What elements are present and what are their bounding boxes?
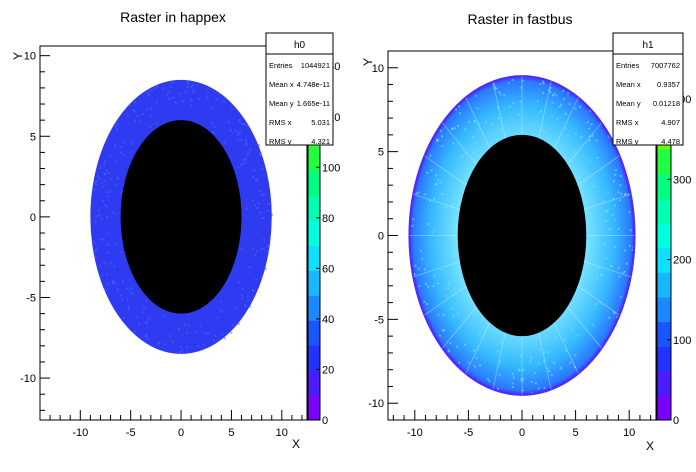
x-tick-label: -10 bbox=[407, 427, 423, 439]
hole-inner bbox=[457, 134, 587, 337]
x-tick-label: 5 bbox=[228, 427, 234, 439]
x-tick-label: -10 bbox=[72, 427, 88, 439]
palette-tick-label: 100 bbox=[673, 335, 691, 347]
y-tick-label: -10 bbox=[20, 373, 36, 385]
stats-row-label: RMS y bbox=[616, 137, 639, 146]
y-tick-label: -5 bbox=[26, 292, 36, 304]
palette-tick-label: 80 bbox=[322, 213, 334, 225]
x-tick-label: 10 bbox=[276, 427, 288, 439]
stats-row-label: RMS y bbox=[269, 137, 292, 146]
stats-box: h1 Entries 7007762 Mean x 0.9357 Mean y 0.0121… bbox=[612, 32, 684, 146]
y-tick-label: 10 bbox=[372, 63, 384, 75]
palette-tick-label: 0 bbox=[673, 415, 679, 427]
y-tick-label: 0 bbox=[30, 212, 36, 224]
palette-tick-label: 100 bbox=[322, 162, 340, 174]
y-tick-label: -10 bbox=[368, 398, 384, 410]
stats-name: h0 bbox=[294, 40, 306, 51]
y-axis-label: Y bbox=[361, 58, 375, 66]
palette-tick-label: 20 bbox=[322, 364, 334, 376]
stats-row-label: Mean x bbox=[269, 80, 294, 89]
y-axis-label: Y bbox=[11, 52, 25, 60]
y-tick-label: 5 bbox=[378, 147, 384, 159]
stats-row-label: RMS x bbox=[616, 118, 639, 127]
stats-row-label: Mean y bbox=[616, 99, 641, 108]
x-axis: -10 -5 0 5 10 bbox=[392, 410, 652, 439]
y-tick-label: 0 bbox=[378, 231, 384, 243]
x-tick-label: 0 bbox=[178, 427, 184, 439]
x-axis: -10 -5 0 5 10 bbox=[39, 410, 303, 439]
stats-row-value: 4.478 bbox=[661, 137, 680, 146]
x-axis-label: X bbox=[292, 437, 300, 451]
ring-texture bbox=[408, 75, 636, 396]
stats-row-value: 0.01218 bbox=[653, 99, 680, 108]
y-tick-label: 10 bbox=[24, 51, 36, 63]
plot-area bbox=[90, 79, 274, 355]
y-axis: 10 5 0 -5 -10 bbox=[20, 51, 50, 411]
y-axis: 10 5 0 -5 -10 bbox=[368, 50, 398, 421]
y-tick-label: 5 bbox=[30, 131, 36, 143]
chart-happex: Raster in happex -10 -5 0 5 10 10 5 0 -5 -10 X Y… bbox=[11, 9, 340, 451]
x-tick-label: 10 bbox=[623, 427, 635, 439]
stats-row-value: 4.748e-11 bbox=[297, 80, 330, 89]
palette-tick-label: 300 bbox=[673, 174, 691, 186]
palette-tick-label: 40 bbox=[322, 314, 334, 326]
x-axis-label: X bbox=[646, 439, 654, 453]
hole-inner bbox=[120, 120, 242, 314]
stats-row-value: 1.665e-11 bbox=[297, 99, 330, 108]
stats-row-value: 5.031 bbox=[311, 118, 330, 127]
x-tick-label: -5 bbox=[126, 427, 136, 439]
stats-row-label: Mean x bbox=[616, 80, 641, 89]
palette-tick-label: 0 bbox=[322, 415, 328, 427]
stats-row-value: 4.321 bbox=[311, 137, 330, 146]
x-tick-label: 0 bbox=[519, 427, 525, 439]
stats-row-value: 1044921 bbox=[301, 61, 330, 70]
palette-tick-label: 60 bbox=[322, 263, 334, 275]
y-tick-label: -5 bbox=[374, 314, 384, 326]
stats-name: h1 bbox=[642, 40, 654, 51]
x-tick-label: -5 bbox=[464, 427, 474, 439]
stats-row-value: 7007762 bbox=[651, 61, 680, 70]
stats-row-label: Entries bbox=[616, 61, 640, 70]
chart-title: Raster in fastbus bbox=[467, 11, 572, 27]
chart-title: Raster in happex bbox=[120, 9, 226, 25]
ring-texture bbox=[92, 81, 274, 355]
stats-row-label: Entries bbox=[269, 61, 293, 70]
stats-row-value: 4.907 bbox=[661, 118, 680, 127]
stats-row-value: 0.9357 bbox=[657, 80, 680, 89]
plot-area bbox=[408, 75, 636, 396]
palette-tick-label: 200 bbox=[673, 255, 691, 267]
stats-box: h0 Entries 1044921 Mean x 4.748e-11 Mean y 1.6… bbox=[265, 32, 334, 146]
stats-row-label: Mean y bbox=[269, 99, 294, 108]
stats-row-label: RMS x bbox=[269, 118, 292, 127]
x-tick-label: 5 bbox=[573, 427, 579, 439]
